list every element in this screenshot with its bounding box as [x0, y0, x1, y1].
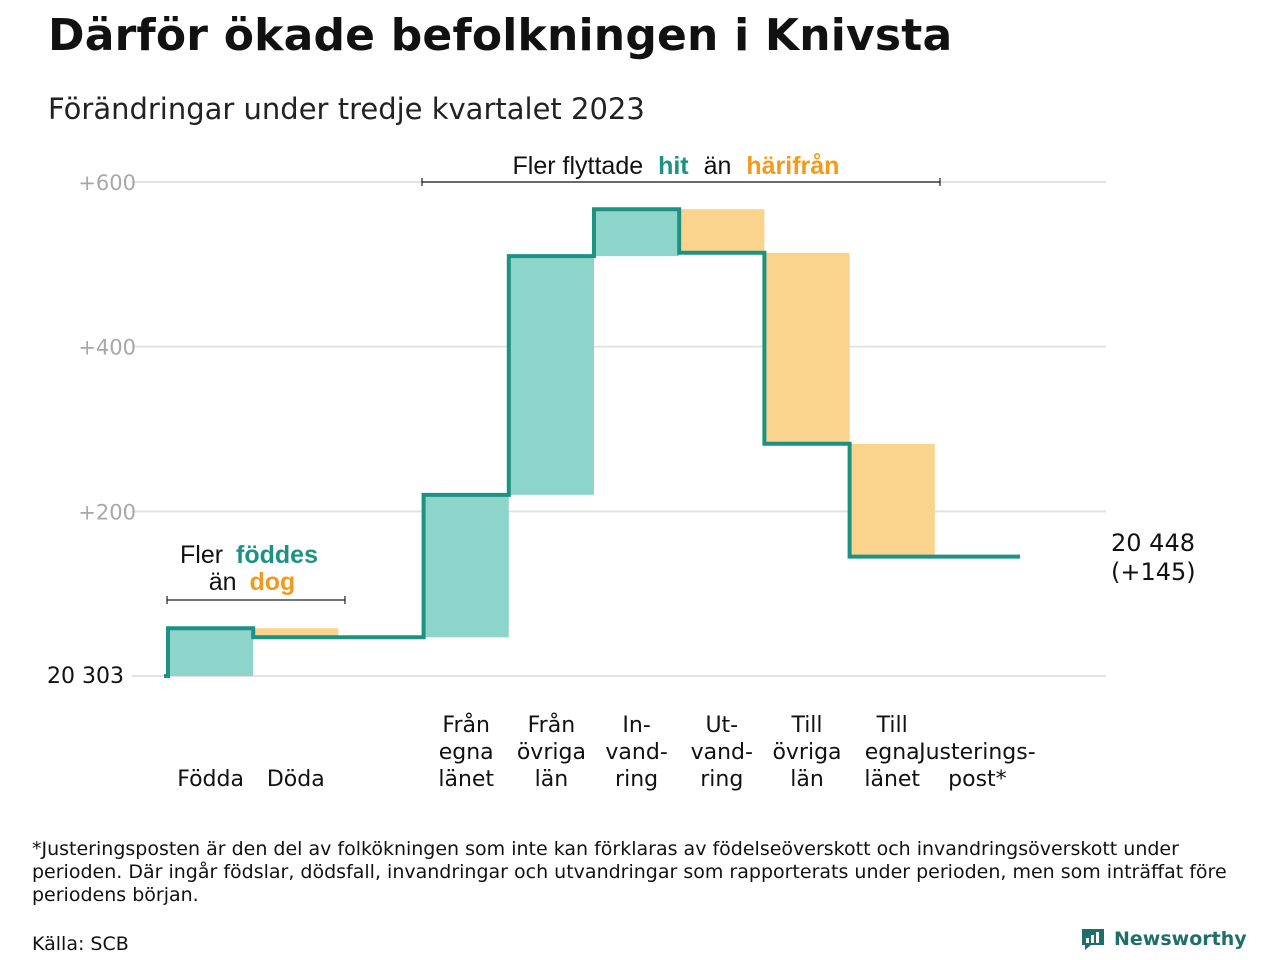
x-category-label: Från — [442, 712, 490, 738]
x-category-label: In- — [622, 713, 650, 738]
x-category-label: län — [535, 767, 569, 792]
waterfall-bar — [168, 628, 254, 676]
brand-name: Newsworthy — [1114, 928, 1247, 950]
x-category-label: Döda — [267, 767, 325, 792]
births-annotation-pre: Fler — [180, 541, 223, 569]
bars — [168, 209, 935, 676]
migration-annotation-mid: än — [704, 152, 732, 180]
end-change-label: (+145) — [1111, 558, 1196, 586]
waterfall-bar — [423, 494, 509, 638]
x-category-label: vand- — [691, 740, 753, 765]
waterfall-bar — [508, 256, 594, 495]
x-category-label: vand- — [605, 740, 667, 765]
births-annotation-highlight2: dog — [249, 568, 295, 596]
chart-subtitle: Förändringar under tredje kvartalet 2023 — [48, 92, 645, 126]
migration-annotation-pre: Fler flyttade — [513, 152, 644, 180]
x-category-label: egna — [439, 740, 494, 765]
source: Källa: SCB — [32, 933, 129, 955]
births-bracket — [166, 596, 346, 604]
migration-annotation-hit: hit — [658, 152, 689, 180]
x-category-label: län — [790, 767, 824, 792]
migration-bracket — [421, 178, 941, 186]
gridlines: +200 +400 +600 — [78, 171, 1106, 677]
waterfall-bar — [679, 209, 765, 253]
waterfall-bar — [253, 628, 339, 638]
svg-text:Fler flyttade hit: Fler flyttade hit än härifrån — [513, 152, 840, 180]
labels: Födda DödaFrånegnalänetFrånövrigalänIn-va… — [177, 712, 1035, 792]
x-category-label: post* — [948, 767, 1007, 792]
chart-title: Därför ökade befolkningen i Knivsta — [48, 10, 953, 61]
start-value-label: 20 303 — [47, 664, 124, 689]
migration-annotation: Fler flyttade hit än härifrån — [421, 152, 941, 186]
svg-text:än dog: än dog — [209, 568, 296, 596]
x-category-label: Till — [876, 713, 908, 738]
y-tick-label: +600 — [78, 171, 136, 195]
x-category-label: länet — [864, 767, 920, 792]
x-category-label: Födda — [177, 767, 244, 792]
end-value-label: 20 448 — [1111, 529, 1195, 557]
newsworthy-logo-icon — [1082, 929, 1104, 950]
waterfall-bar — [594, 209, 680, 257]
brand[interactable]: Newsworthy — [1080, 926, 1247, 952]
births-annotation: Fler föddes än dog — [166, 541, 346, 604]
cumulative-line — [164, 207, 1020, 678]
births-annotation-highlight: föddes — [236, 541, 318, 569]
x-category-label: länet — [438, 767, 494, 792]
y-tick-label: +200 — [78, 500, 136, 524]
waterfall-bar — [849, 443, 935, 557]
x-category-label: övriga — [772, 740, 841, 765]
x-category-label: övriga — [517, 740, 586, 765]
x-category-label: egna — [865, 740, 920, 765]
x-category-label: Till — [790, 713, 822, 738]
waterfall-bar — [764, 252, 850, 444]
x-category-label: Ut- — [705, 713, 738, 738]
births-annotation-pre2: än — [209, 568, 237, 596]
migration-annotation-harifran: härifrån — [746, 152, 839, 180]
x-category-label: ring — [700, 767, 743, 792]
waterfall-chart: +200+400+600 Födda DödaFrånegnalänetFrånö… — [47, 152, 1196, 792]
x-category-label: Från — [528, 712, 576, 738]
x-category-label: ring — [615, 767, 658, 792]
y-tick-label: +400 — [78, 336, 136, 360]
cumulative-line-path — [164, 207, 1020, 678]
x-category-label: Justerings- — [917, 740, 1036, 765]
footnote: *Justeringsposten är den del av folkökni… — [32, 838, 1227, 906]
svg-text:Fler föddes: Fler föddes — [180, 541, 318, 569]
